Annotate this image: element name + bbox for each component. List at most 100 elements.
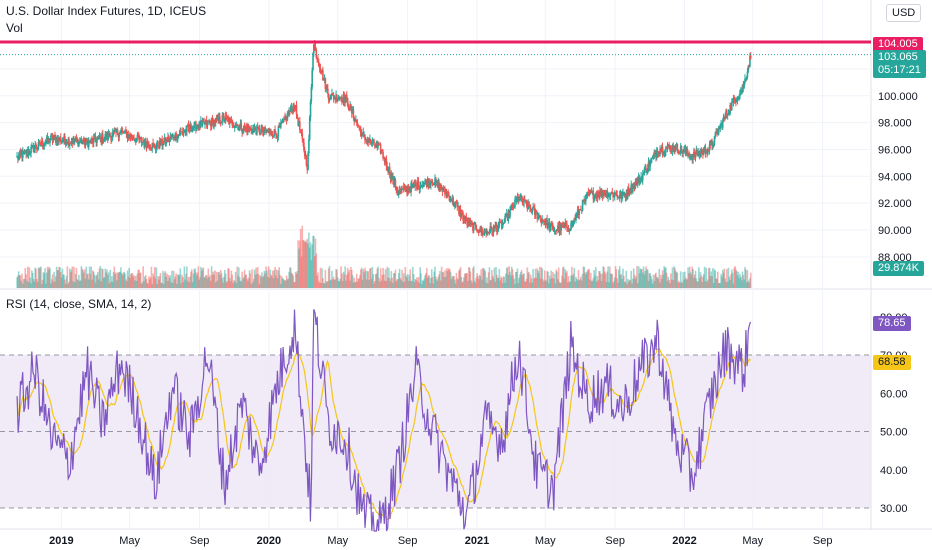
candle-body bbox=[287, 112, 290, 116]
candle-body bbox=[418, 187, 421, 190]
volume-bar bbox=[540, 267, 543, 288]
candle-body bbox=[615, 193, 618, 196]
volume-bar bbox=[430, 277, 432, 288]
candle-body bbox=[550, 224, 553, 227]
candle-body bbox=[425, 179, 427, 183]
candle-body bbox=[749, 55, 751, 67]
volume-bar bbox=[263, 270, 266, 288]
volume-bar bbox=[496, 274, 498, 288]
volume-bar bbox=[238, 277, 241, 288]
volume-bar bbox=[569, 281, 572, 288]
candle-body bbox=[238, 125, 241, 128]
volume-bar bbox=[653, 281, 656, 288]
volume-bar bbox=[520, 269, 523, 288]
candle-body bbox=[524, 199, 527, 203]
volume-bar bbox=[624, 281, 627, 288]
candle-body bbox=[153, 143, 155, 145]
volume-bar bbox=[675, 272, 678, 288]
volume-bar bbox=[397, 279, 399, 288]
candle-body bbox=[303, 142, 305, 151]
rsi-pane bbox=[16, 309, 752, 532]
candle-body bbox=[313, 44, 315, 53]
candle-body bbox=[622, 192, 625, 196]
candle-body bbox=[575, 214, 577, 221]
volume-bar bbox=[297, 240, 299, 288]
candle-body bbox=[748, 65, 750, 67]
volume-bar bbox=[216, 280, 219, 288]
candle-body bbox=[229, 118, 232, 120]
candle-body bbox=[374, 146, 377, 148]
volume-bar bbox=[384, 269, 387, 288]
candle-body bbox=[148, 147, 151, 149]
volume-bar bbox=[467, 280, 469, 288]
volume-bar bbox=[452, 276, 454, 288]
volume-bar bbox=[177, 274, 179, 288]
volume-bar bbox=[455, 272, 458, 288]
volume-bar bbox=[463, 277, 465, 288]
volume-bar bbox=[712, 268, 714, 288]
candle-body bbox=[139, 137, 142, 139]
volume-bar bbox=[706, 281, 708, 288]
volume-bar bbox=[181, 277, 184, 288]
volume-bar bbox=[466, 272, 468, 288]
volume-bar bbox=[438, 274, 440, 288]
candle-body bbox=[38, 141, 41, 143]
candle-body bbox=[428, 180, 431, 187]
candle-body bbox=[378, 144, 381, 146]
candle-body bbox=[722, 116, 725, 121]
volume-bar bbox=[686, 278, 689, 288]
candle-body bbox=[469, 220, 472, 224]
volume-bar bbox=[378, 281, 381, 288]
candle-body bbox=[257, 127, 260, 129]
volume-bar bbox=[135, 280, 138, 288]
main-series-legend[interactable]: U.S. Dollar Index Futures, 1D, ICEUS bbox=[6, 4, 207, 18]
volume-bar bbox=[78, 280, 81, 288]
rsi-legend[interactable]: RSI (14, close, SMA, 14, 2) bbox=[6, 297, 152, 311]
candle-body bbox=[444, 187, 446, 195]
candle-body bbox=[544, 222, 547, 225]
volume-bar bbox=[417, 277, 420, 288]
candle-body bbox=[134, 139, 136, 141]
currency-button[interactable]: USD bbox=[886, 4, 922, 22]
volume-bar bbox=[112, 271, 115, 288]
volume-bar bbox=[388, 267, 390, 288]
volume-legend[interactable]: Vol bbox=[6, 21, 23, 35]
candle-body bbox=[413, 183, 416, 187]
volume-bar bbox=[618, 266, 621, 288]
rsi-value-tag: 78.65 bbox=[873, 316, 911, 331]
candle-body bbox=[137, 134, 140, 138]
candle-body bbox=[619, 192, 622, 195]
volume-bar bbox=[101, 268, 103, 288]
volume-bar bbox=[166, 273, 168, 288]
volume-bar bbox=[387, 277, 389, 288]
volume-bar bbox=[432, 283, 435, 288]
candle-body bbox=[630, 184, 633, 194]
volume-bar bbox=[157, 276, 159, 288]
candle-body bbox=[181, 131, 183, 133]
candle-body bbox=[223, 120, 226, 122]
candle-body bbox=[726, 110, 728, 116]
candle-body bbox=[54, 135, 56, 138]
candle-body bbox=[316, 57, 318, 59]
volume-bar bbox=[392, 273, 395, 288]
volume-bar bbox=[722, 272, 725, 288]
volume-bar bbox=[646, 269, 648, 288]
volume-bar bbox=[60, 277, 63, 288]
candle-body bbox=[735, 100, 738, 103]
volume-bar bbox=[215, 271, 218, 288]
candle-body bbox=[256, 125, 259, 128]
volume-bar bbox=[404, 267, 407, 288]
candle-body bbox=[541, 219, 543, 223]
candle-body bbox=[20, 153, 22, 155]
volume-bar bbox=[359, 274, 361, 288]
candle-body bbox=[562, 225, 565, 228]
volume-bar bbox=[306, 238, 309, 288]
volume-bar bbox=[233, 280, 235, 288]
volume-bar bbox=[692, 269, 694, 288]
candle-body bbox=[465, 216, 468, 221]
candle-body bbox=[495, 225, 497, 229]
candle-body bbox=[463, 217, 465, 221]
candle-body bbox=[21, 153, 23, 158]
volume-bar bbox=[87, 273, 89, 288]
candle-body bbox=[626, 193, 628, 197]
